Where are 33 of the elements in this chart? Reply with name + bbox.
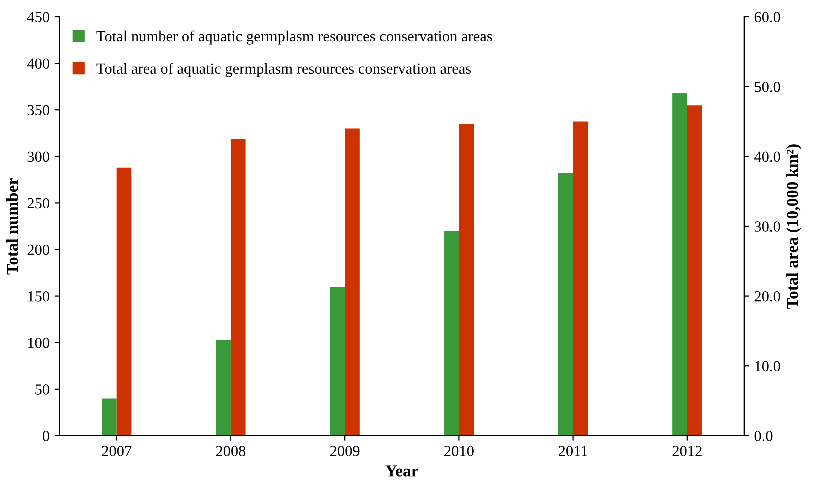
x-tick-label: 2008 [216, 446, 246, 456]
y2-tick-label: 30.0 [754, 222, 780, 232]
y-tick-label: 450 [27, 12, 50, 22]
y2-tick-label: 20.0 [754, 291, 780, 302]
y-tick-label: 300 [28, 152, 50, 162]
x-tick-label: 2007 [102, 446, 132, 456]
legend-label: Total area of aquatic germplasm resources conservation areas [96, 63, 472, 78]
x-tick-label: 2009 [330, 446, 360, 456]
legend-label: Total number of aquatic germplasm resources conservation areas [96, 30, 492, 45]
bar [116, 168, 132, 436]
y2-tick-label: 0.0 [754, 431, 773, 442]
bar [216, 340, 231, 436]
y2-tick-label: 10.0 [756, 361, 780, 372]
y-tick-label: 0 [43, 431, 50, 442]
y-tick-label: 100 [28, 338, 50, 348]
x-tick-label: 2011 [558, 446, 588, 456]
bar [345, 128, 360, 436]
y-tick-label: 200 [28, 244, 50, 256]
y-tick-label: 250 [28, 198, 50, 209]
x-axis-title: Year [386, 466, 418, 477]
bar [102, 398, 117, 436]
y-tick-label: 350 [28, 105, 50, 116]
y2-tick-label: 40.0 [754, 152, 780, 162]
y2-axis-title: Total area (10,000 km²) [786, 144, 802, 309]
y-tick-label: 50 [36, 384, 50, 395]
y-axis-title: Total number [6, 178, 18, 275]
bar [230, 139, 246, 436]
y-tick-label: 400 [27, 58, 50, 70]
y-tick-label: 150 [28, 291, 50, 302]
x-tick-label: 2012 [672, 446, 702, 456]
y2-tick-label: 50.0 [755, 82, 780, 92]
y2-tick-label: 60.0 [754, 12, 780, 23]
x-tick-label: 2010 [444, 446, 474, 456]
